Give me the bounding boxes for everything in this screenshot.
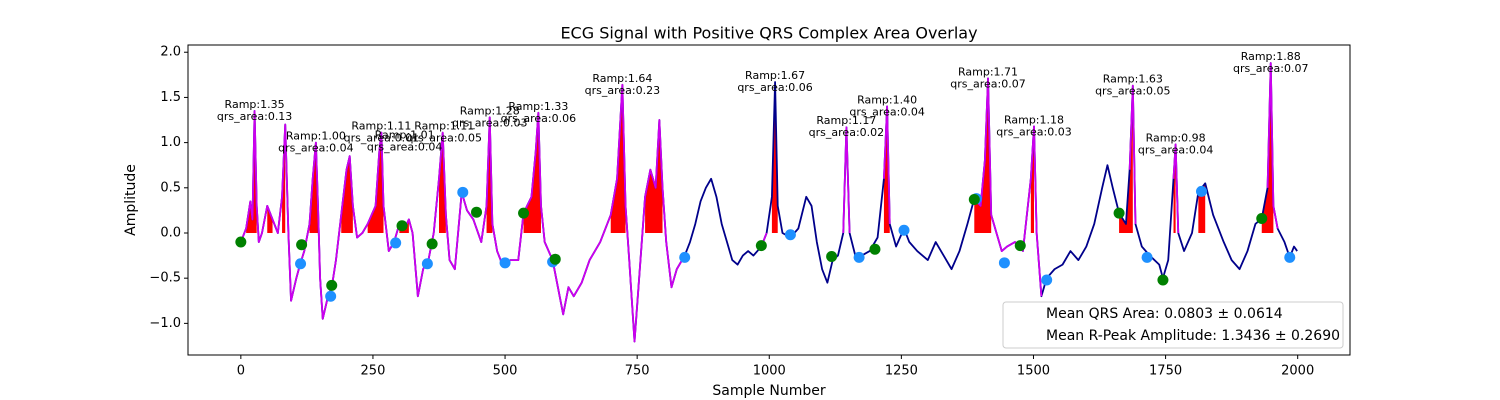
annotation: Ramp:1.64 xyxy=(592,72,652,85)
annotation: Ramp:1.88 xyxy=(1241,50,1301,63)
annotation: qrs_area:0.05 xyxy=(407,132,482,145)
marker-point xyxy=(998,257,1010,269)
x-tick-label: 1750 xyxy=(1149,364,1182,379)
annotation: qrs_area:0.04 xyxy=(849,105,924,118)
marker-point xyxy=(1041,274,1053,286)
annotation: Ramp:1.40 xyxy=(857,93,917,106)
x-tick-label: 250 xyxy=(361,364,386,379)
qrs-area xyxy=(341,156,353,233)
annotation: qrs_area:0.05 xyxy=(1095,85,1170,98)
annotation: Ramp:1.35 xyxy=(225,98,285,111)
y-tick-label: 1.0 xyxy=(160,135,181,150)
marker-point xyxy=(898,224,910,236)
y-tick-label: −0.5 xyxy=(149,271,181,286)
annotation: Ramp:1.11 xyxy=(414,120,474,133)
marker-point xyxy=(755,240,767,252)
y-tick-label: 1.5 xyxy=(160,90,181,105)
qrs-area xyxy=(267,205,273,233)
annotation: qrs_area:0.02 xyxy=(809,126,884,139)
y-axis-label: Amplitude xyxy=(123,164,139,236)
y-tick-label: 2.0 xyxy=(160,45,181,60)
marker-point xyxy=(295,258,307,270)
annotation: Ramp:0.98 xyxy=(1146,131,1206,144)
annotation: Ramp:1.00 xyxy=(286,130,346,143)
marker-point xyxy=(499,257,511,269)
annotation: qrs_area:0.03 xyxy=(996,125,1071,138)
qrs-highlight xyxy=(1266,62,1279,229)
x-axis-label: Sample Number xyxy=(712,383,825,399)
marker-point xyxy=(853,251,865,263)
qrs-highlight xyxy=(1128,84,1137,224)
annotation: qrs_area:0.07 xyxy=(950,77,1025,90)
annotation: Ramp:1.67 xyxy=(745,69,805,82)
annotation: Ramp:1.33 xyxy=(508,100,568,113)
marker-point xyxy=(968,194,980,206)
annotation: Ramp:1.11 xyxy=(351,120,411,133)
qrs-highlight xyxy=(842,126,851,234)
marker-point xyxy=(235,236,247,248)
plot-frame xyxy=(187,44,1351,356)
qrs-highlight xyxy=(883,105,891,224)
marker-point xyxy=(390,237,402,249)
annotation: qrs_area:0.06 xyxy=(737,81,812,94)
marker-point xyxy=(518,207,530,219)
qrs-area xyxy=(771,82,778,233)
annotation: Ramp:1.63 xyxy=(1103,73,1163,86)
x-tick-label: 0 xyxy=(237,364,245,379)
annotation: qrs_area:0.07 xyxy=(1233,62,1308,75)
annotation: Ramp:1.18 xyxy=(1004,113,1064,126)
y-tick-label: 0.5 xyxy=(160,180,181,195)
marker-point xyxy=(421,258,433,270)
x-tick-label: 750 xyxy=(625,364,650,379)
annotation: Ramp:1.17 xyxy=(816,114,876,127)
marker-point xyxy=(296,239,308,251)
marker-point xyxy=(1196,185,1208,197)
marker-point xyxy=(1284,251,1296,263)
marker-point xyxy=(1014,240,1026,252)
marker-point xyxy=(457,186,469,198)
annotation: qrs_area:0.03 xyxy=(452,116,527,129)
marker-point xyxy=(1141,251,1153,263)
marker-point xyxy=(549,253,561,265)
marker-point xyxy=(396,220,408,232)
chart-title: ECG Signal with Positive QRS Complex Are… xyxy=(560,24,977,43)
annotation: Ramp:1.28 xyxy=(460,104,520,117)
annotation: qrs_area:0.06 xyxy=(501,112,576,125)
qrs-highlight xyxy=(973,77,1043,297)
marker-point xyxy=(471,206,483,218)
x-tick-label: 1250 xyxy=(885,364,918,379)
annotation: qrs_area:0.13 xyxy=(217,110,292,123)
qrs-highlight xyxy=(1172,143,1180,234)
qrs-area xyxy=(883,106,890,233)
marker-point xyxy=(826,250,838,262)
annotation: qrs_area:0.04 xyxy=(278,142,353,155)
legend-label: Mean QRS Area: 0.0803 ± 0.0614 xyxy=(1046,306,1283,322)
legend-label: Mean R-Peak Amplitude: 1.3436 ± 0.2690 xyxy=(1046,328,1340,344)
marker-point xyxy=(1157,274,1169,286)
marker-point xyxy=(679,251,691,263)
marker-point xyxy=(869,243,881,255)
annotation: qrs_area:0.23 xyxy=(585,84,660,97)
annotation: qrs_area:0.01 xyxy=(344,132,419,145)
marker-point xyxy=(784,229,796,241)
marker-point xyxy=(426,238,438,250)
annotation: Ramp:1.71 xyxy=(958,65,1018,78)
marker-point xyxy=(1113,207,1125,219)
marker-point xyxy=(325,290,337,302)
x-tick-label: 1000 xyxy=(753,364,786,379)
y-tick-label: 0.0 xyxy=(160,225,181,240)
qrs-area xyxy=(486,117,493,233)
annotation: qrs_area:0.04 xyxy=(367,141,442,154)
x-tick-label: 500 xyxy=(493,364,518,379)
x-tick-label: 2000 xyxy=(1281,364,1314,379)
marker-point xyxy=(1256,213,1268,225)
legend-box xyxy=(1002,301,1344,349)
annotation: Ramp:1.01 xyxy=(375,129,435,142)
y-tick-label: −1.0 xyxy=(149,316,181,331)
qrs-area xyxy=(1119,85,1133,233)
annotation: qrs_area:0.04 xyxy=(1138,143,1213,156)
x-tick-label: 1500 xyxy=(1017,364,1050,379)
marker-point xyxy=(326,279,338,291)
